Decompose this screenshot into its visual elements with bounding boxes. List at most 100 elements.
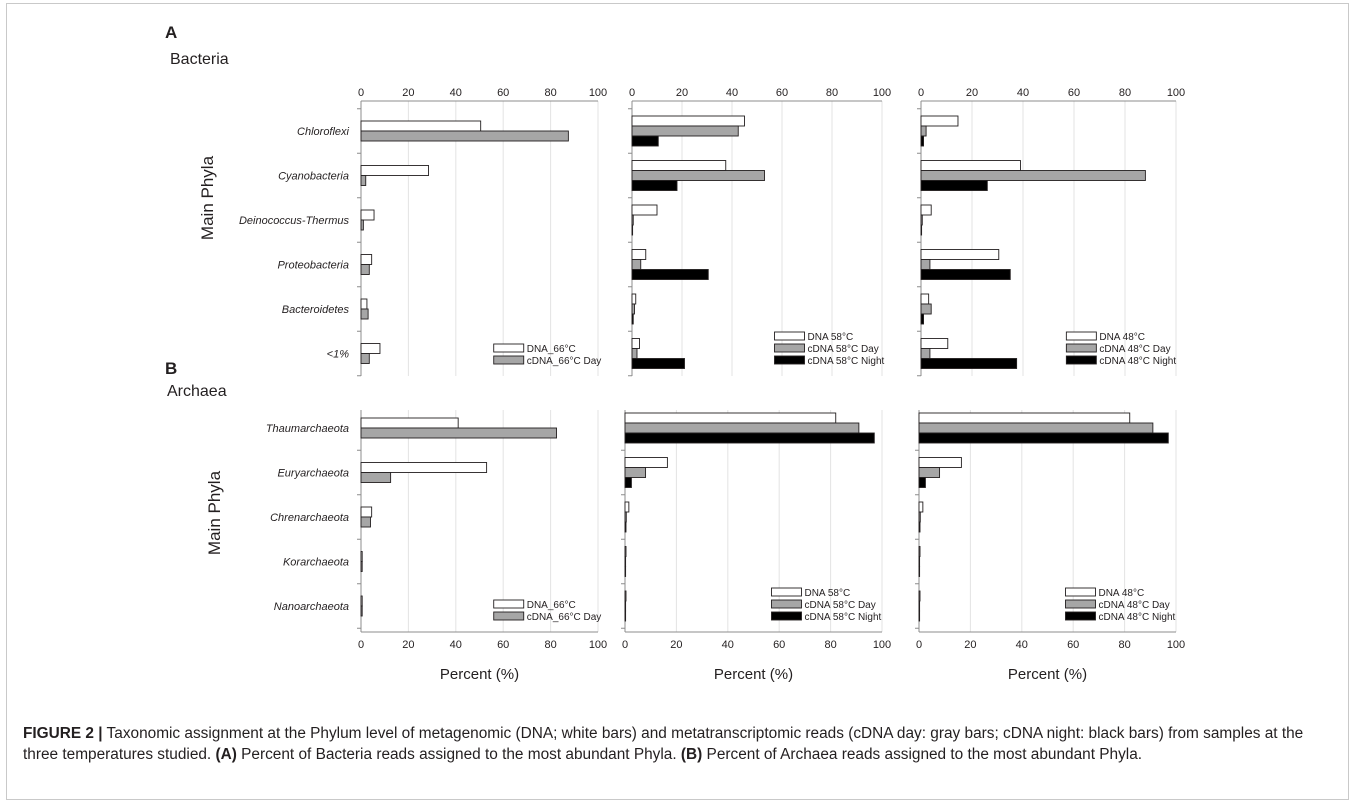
bar: [631, 160, 727, 171]
bar: [360, 120, 482, 132]
bar: [360, 130, 569, 142]
category-label: Nanoarchaeota: [274, 601, 349, 613]
bar: [624, 501, 630, 513]
x-tick-label: 40: [1017, 87, 1029, 99]
x-tick-label: 0: [916, 639, 922, 651]
bar: [920, 303, 932, 315]
x-tick-label: 20: [964, 639, 976, 651]
category-label: Bacteroidetes: [282, 304, 350, 316]
caption-ref-a: (A): [215, 746, 237, 763]
bar: [631, 313, 634, 325]
bar: [360, 472, 392, 483]
legend-swatch: [493, 355, 525, 365]
bar: [920, 249, 1000, 260]
bar: [624, 467, 647, 478]
x-tick-label: 0: [629, 87, 635, 99]
bar: [360, 605, 363, 617]
bar: [360, 417, 459, 429]
bar: [360, 165, 429, 176]
figure-frame: [6, 3, 1349, 800]
bar: [360, 175, 367, 186]
legend-swatch: [1065, 331, 1097, 341]
bar: [624, 600, 627, 612]
bar: [631, 293, 637, 305]
category-label: <1%: [327, 349, 350, 361]
x-tick-label: 60: [776, 87, 788, 99]
caption-text-3: Percent of Archaea reads assigned to the…: [702, 746, 1143, 763]
panel-label-b: B: [165, 359, 177, 378]
bar: [360, 209, 375, 221]
panel-label-a: A: [165, 23, 177, 42]
bar: [920, 135, 924, 147]
bar: [918, 521, 921, 533]
bar: [631, 115, 745, 127]
x-tick-label: 60: [1068, 87, 1080, 99]
y-axis-label-bacteria: Main Phyla: [198, 155, 217, 240]
bar: [920, 115, 959, 127]
bar: [918, 432, 1169, 444]
bar: [624, 590, 627, 602]
bar: [920, 313, 924, 325]
bar: [624, 432, 875, 444]
bar: [918, 556, 921, 567]
legend-swatch: [771, 599, 802, 609]
x-tick-label: 100: [1167, 639, 1185, 651]
legend-swatch: [774, 355, 805, 365]
bar: [631, 214, 634, 226]
legend-swatch: [774, 343, 805, 353]
bar: [918, 467, 941, 478]
bar: [920, 338, 949, 349]
bar: [360, 427, 557, 439]
legend-swatch: [1065, 343, 1097, 353]
legend-entry: DNA_66°C: [527, 344, 576, 355]
x-tick-label: 80: [824, 639, 836, 651]
legend-entry: cDNA_66°C Day: [527, 356, 602, 367]
x-axis-label: Percent (%): [440, 666, 519, 683]
bar: [360, 551, 363, 562]
legend-entry: cDNA 58°C Night: [804, 612, 881, 623]
x-tick-label: 80: [544, 87, 556, 99]
x-axis-label: Percent (%): [1008, 666, 1087, 683]
x-tick-label: 40: [450, 639, 462, 651]
panel-title-bacteria: Bacteria: [170, 51, 229, 68]
bar: [920, 224, 923, 236]
bar: [631, 358, 685, 369]
bar: [624, 412, 837, 424]
bar: [624, 511, 627, 523]
bar: [918, 546, 921, 557]
bar: [920, 125, 927, 137]
x-tick-label: 0: [358, 87, 364, 99]
bar: [920, 170, 1146, 181]
legend-entry: DNA 48°C: [1099, 332, 1145, 343]
x-tick-label: 40: [1016, 639, 1028, 651]
x-tick-label: 20: [670, 639, 682, 651]
x-tick-label: 80: [1119, 87, 1131, 99]
bar: [360, 343, 381, 354]
bar: [918, 590, 921, 602]
bar: [920, 293, 930, 305]
bar: [920, 358, 1018, 369]
category-label: Cyanobacteria: [278, 171, 349, 183]
legend-entry: DNA 58°C: [808, 332, 854, 343]
bar: [360, 353, 370, 364]
bar: [360, 462, 488, 473]
bar: [624, 566, 627, 577]
bar: [918, 501, 924, 513]
caption-ref-b: (B): [680, 746, 703, 763]
x-tick-label: 20: [676, 87, 688, 99]
x-tick-label: 40: [726, 87, 738, 99]
bar: [918, 422, 1154, 434]
x-tick-label: 40: [450, 87, 462, 99]
bar: [920, 259, 931, 270]
legend-swatch: [1065, 355, 1097, 365]
bar: [918, 511, 921, 523]
legend-entry: cDNA 48°C Day: [1099, 344, 1170, 355]
bar: [918, 610, 921, 622]
bar: [360, 561, 363, 572]
category-label: Chloroflexi: [297, 126, 350, 138]
